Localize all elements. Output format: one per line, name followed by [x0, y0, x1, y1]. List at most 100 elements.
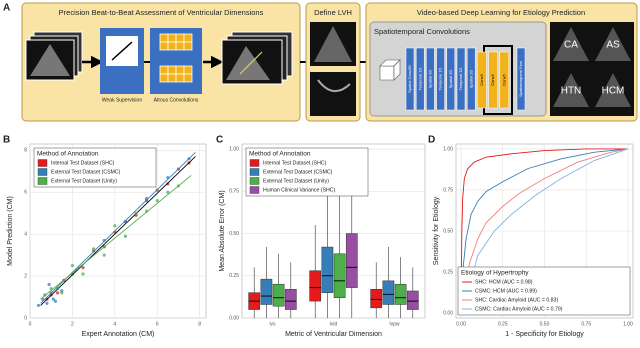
x-tick-label: 0.75 — [581, 321, 591, 327]
scatter-point — [36, 303, 41, 308]
x-axis-title: 1 - Specificity for Etiology — [505, 331, 584, 338]
x-tick-label: 0 — [29, 321, 32, 327]
x-axis-title: Metric of Ventricular Dimension — [285, 331, 382, 338]
legend-box — [245, 147, 369, 197]
panel-label: C — [216, 135, 223, 146]
section-title: Video-based Deep Learning for Etiology P… — [417, 8, 585, 17]
layer-label: Temporal 1D — [458, 68, 463, 91]
legend-swatch — [249, 168, 260, 176]
x-tick-label: lvpw — [389, 321, 399, 327]
roc-line — [460, 148, 628, 314]
atrous-grid — [159, 33, 193, 83]
x-tick-label: lvid — [330, 321, 338, 327]
roc-line — [460, 148, 629, 314]
class-label: AS — [606, 40, 620, 51]
layer-label: Spatial 2D — [427, 70, 432, 89]
x-tick-label: ivs — [269, 321, 276, 327]
scatter-point — [53, 299, 58, 303]
step-label: Atrous Convolutions — [154, 97, 199, 103]
class-label: HTN — [561, 86, 582, 97]
y-tick-label: 0.00 — [443, 310, 453, 316]
legend-title: Etiology of Hypertrophy — [461, 270, 529, 277]
box — [333, 253, 346, 298]
y-axis-title: Sensitivity for Etiology — [433, 196, 440, 265]
y-tick-label: 4 — [24, 231, 27, 237]
echo-stack — [221, 31, 293, 85]
legend-label: External Test Dataset (Unity) — [51, 178, 117, 184]
layer-block — [488, 51, 498, 109]
legend-swatch — [249, 159, 260, 167]
panel-label: B — [3, 135, 10, 146]
layer-label: Spatial 2D — [448, 70, 453, 89]
box — [309, 270, 322, 302]
layer-block — [446, 47, 456, 111]
y-tick-label: 0.25 — [229, 273, 239, 279]
scatter-point — [70, 263, 75, 268]
legend-swatch — [37, 177, 48, 185]
class-label: HCM — [602, 86, 625, 97]
scatter-point — [134, 211, 138, 215]
echo-sector — [314, 26, 352, 62]
box — [272, 283, 285, 307]
layer-block — [436, 47, 445, 111]
scatter-point — [81, 266, 85, 270]
y-tick-label: 0 — [24, 315, 27, 321]
scatter-point — [123, 234, 128, 238]
x-tick-label: 6 — [156, 321, 159, 327]
legend-label: Internal Test Dataset (SHC) — [263, 160, 327, 166]
scatter-point — [166, 182, 170, 186]
legend-swatch — [37, 168, 48, 176]
y-tick-label: 1.00 — [443, 146, 453, 152]
panel-label: D — [428, 135, 435, 146]
scatter-point — [60, 291, 64, 295]
x-tick-label: 1.00 — [623, 321, 633, 327]
scatter-point — [55, 291, 60, 295]
layer-block — [415, 47, 425, 111]
layer-label: Spatiotemporal Pool — [518, 61, 523, 97]
echo-image — [310, 72, 356, 116]
section-title: Define LVH — [314, 8, 352, 17]
layer-label: Conv3 — [479, 73, 484, 85]
layer-block — [516, 47, 526, 111]
scatter-point — [166, 190, 170, 194]
x-axis-title: Expert Annotation (CM) — [82, 331, 155, 338]
y-tick-label: 8 — [24, 148, 27, 154]
layer-label: Spatial 2D — [468, 70, 473, 89]
box — [321, 246, 334, 293]
class-echo — [553, 73, 589, 107]
y-axis-title: Mean Absolute Error (CM) — [219, 190, 226, 271]
layer-label: Temporal 1D — [438, 68, 443, 91]
input-cube — [379, 59, 401, 81]
x-tick-label: 2 — [71, 321, 74, 327]
y-tick-label: 2 — [24, 273, 27, 279]
fit-line — [40, 156, 196, 306]
layer-block — [466, 47, 476, 111]
legend-label: Human Clinical Variance (SHC) — [263, 187, 336, 193]
layer-label: Spatial Conv2D — [407, 65, 412, 93]
y-tick-label: 0.00 — [229, 315, 239, 321]
legend-label: SHC: Cardiac Amyloid (AUC = 0.83) — [475, 297, 558, 303]
box — [260, 278, 273, 305]
y-tick-label: 6 — [24, 190, 27, 196]
layer-label: Conv4 — [490, 73, 495, 85]
legend-swatch — [249, 177, 260, 185]
x-tick-label: 8 — [198, 321, 201, 327]
y-tick-label: 0.50 — [229, 231, 239, 237]
box — [345, 233, 358, 288]
legend-label: External Test Dataset (CSMC) — [51, 169, 121, 175]
layer-block — [477, 51, 487, 109]
layer-label: Temporal 1D — [417, 68, 422, 91]
class-label: CA — [564, 40, 578, 51]
legend-label: CSMC: Cardiac Amyloid (AUC = 0.79) — [475, 306, 563, 312]
scatter-point — [113, 224, 117, 228]
echo-stack — [25, 31, 83, 81]
scatter-point — [102, 253, 106, 257]
x-tick-label: 0.00 — [456, 321, 466, 327]
layer-block — [499, 51, 510, 109]
scatter-point — [81, 272, 85, 276]
legend-swatch — [37, 159, 48, 167]
class-echo — [553, 27, 589, 61]
fit-line — [40, 175, 192, 300]
layer-label: Conv5 — [501, 73, 506, 85]
